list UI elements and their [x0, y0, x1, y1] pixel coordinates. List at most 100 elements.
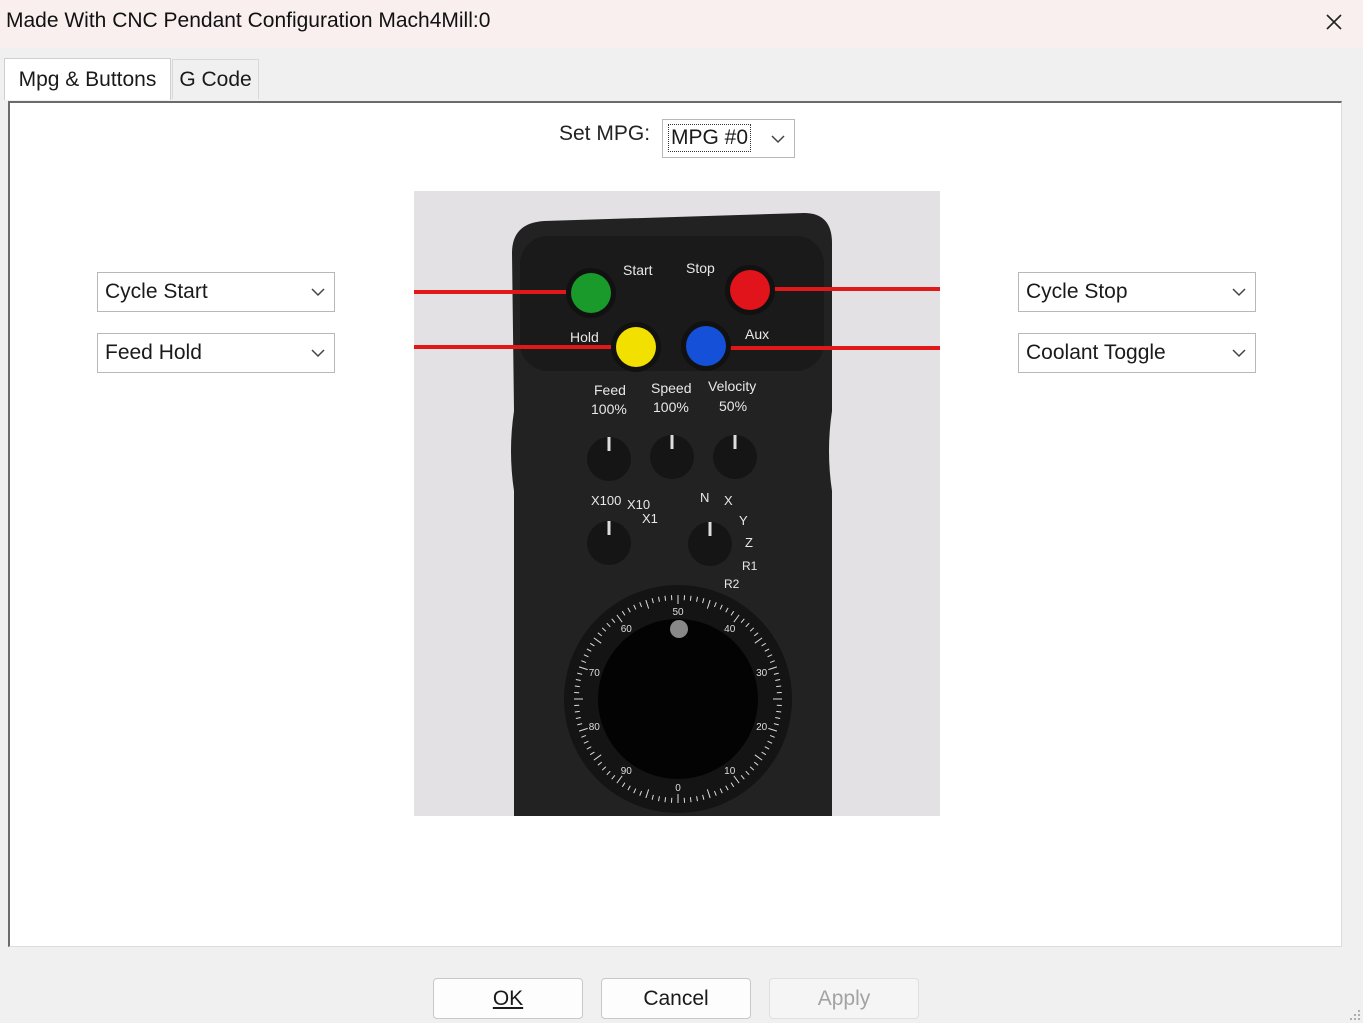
dial-tick [574, 685, 580, 688]
dial-tick [725, 785, 729, 791]
dial-tick [597, 632, 603, 637]
dial-tick [689, 595, 692, 601]
pendant-image: Start Stop Hold Aux Feed Speed Velocity … [414, 191, 940, 816]
dial-tick [658, 596, 660, 602]
axis-label-x: X [724, 493, 733, 508]
dial-tick [651, 794, 654, 800]
dial-tick [589, 642, 595, 647]
dial-tick [733, 614, 740, 623]
dial-tick [581, 660, 587, 664]
dial-tick [575, 679, 581, 681]
dial-tick [621, 782, 626, 788]
cycle-start-select-value: Cycle Start [105, 280, 208, 303]
dial-tick [574, 710, 580, 713]
dial-tick [589, 751, 595, 756]
cancel-button-label: Cancel [643, 986, 709, 1010]
dial-tick [753, 632, 759, 637]
dial-number: 30 [756, 668, 768, 679]
dial-tick [583, 740, 589, 744]
dial-tick [696, 596, 698, 602]
cycle-start-select[interactable]: Cycle Start [97, 272, 335, 312]
dial-tick [633, 788, 637, 794]
dial-tick [733, 775, 740, 784]
window-title: Made With CNC Pendant Configuration Mach… [6, 9, 491, 32]
dial-tick [586, 648, 592, 652]
dial-tick [581, 734, 587, 738]
dial-tick [621, 610, 626, 616]
dial-tick [775, 717, 781, 719]
dial-tick [645, 599, 650, 609]
dial-tick [702, 794, 705, 800]
mpg-select[interactable]: MPG #0 [662, 119, 795, 158]
dial-number: 90 [621, 766, 633, 777]
mpg-select-value: MPG #0 [668, 124, 752, 152]
axis-knob [688, 522, 732, 566]
dial-tick [658, 796, 660, 802]
dial-number: 0 [675, 783, 681, 794]
dial-tick [749, 627, 755, 632]
dial-tick [776, 710, 782, 713]
speed-knob [650, 435, 694, 479]
ok-button[interactable]: OK [433, 978, 583, 1019]
dial-number: 40 [724, 624, 736, 635]
dial-number: 60 [621, 624, 633, 635]
tab-label: G Code [179, 67, 252, 91]
dial-tick [616, 614, 623, 623]
dial-tick [767, 654, 773, 658]
dial-tick [745, 770, 750, 776]
chevron-down-icon [1232, 288, 1246, 297]
cancel-button[interactable]: Cancel [601, 978, 751, 1019]
axis-label-y: Y [739, 513, 748, 528]
dial-number: 80 [589, 722, 601, 733]
dial-tick [664, 595, 667, 601]
dial-tick [749, 766, 755, 771]
dial-tick [745, 622, 750, 628]
dial-tick [633, 604, 637, 610]
close-button[interactable] [1305, 0, 1363, 44]
tab-content-panel: Set MPG: MPG #0 Cycle Start Feed Hold Cy… [8, 101, 1342, 947]
coolant-toggle-select[interactable]: Coolant Toggle [1018, 333, 1256, 373]
mpg-handwheel [598, 619, 758, 779]
dial-tick [702, 598, 705, 604]
apply-button[interactable]: Apply [769, 978, 919, 1019]
tab-mpg-buttons[interactable]: Mpg & Buttons [4, 58, 171, 100]
close-icon [1326, 14, 1342, 30]
feed-hold-select[interactable]: Feed Hold [97, 333, 335, 373]
dial-tick [740, 774, 745, 780]
dial-tick [611, 774, 616, 780]
handwheel-pin [670, 620, 688, 638]
dial-tick [577, 723, 583, 726]
velocity-knob [713, 435, 757, 479]
dial-number: 70 [589, 668, 601, 679]
dial-tick [601, 627, 607, 632]
speed-value: 100% [653, 399, 689, 415]
step-label-x100: X100 [591, 493, 621, 508]
dial-tick [583, 654, 589, 658]
dial-tick [578, 727, 588, 732]
dial-tick [725, 607, 729, 613]
cycle-stop-select[interactable]: Cycle Stop [1018, 272, 1256, 312]
resize-grip-icon[interactable] [1349, 1009, 1361, 1021]
chevron-down-icon [311, 349, 325, 358]
axis-label-n: N [700, 490, 709, 505]
dial-tick [730, 782, 735, 788]
feed-knob [587, 437, 631, 481]
tab-g-code[interactable]: G Code [172, 59, 259, 99]
dial-number: 10 [724, 766, 736, 777]
dial-tick [775, 679, 781, 681]
dial-tick [767, 740, 773, 744]
dial-number: 20 [756, 722, 768, 733]
dial-tick [578, 666, 588, 671]
dial-tick [664, 797, 667, 803]
dial-tick [639, 602, 643, 608]
aux-button [686, 326, 726, 366]
step-knob [587, 521, 631, 565]
dial-tick [769, 734, 775, 738]
dial-tick [754, 637, 763, 644]
set-mpg-label: Set MPG: [559, 122, 651, 145]
cycle-stop-select-value: Cycle Stop [1026, 280, 1128, 303]
start-button [571, 273, 611, 313]
dial-tick [730, 610, 735, 616]
aux-label: Aux [745, 326, 769, 342]
start-label: Start [623, 262, 653, 278]
